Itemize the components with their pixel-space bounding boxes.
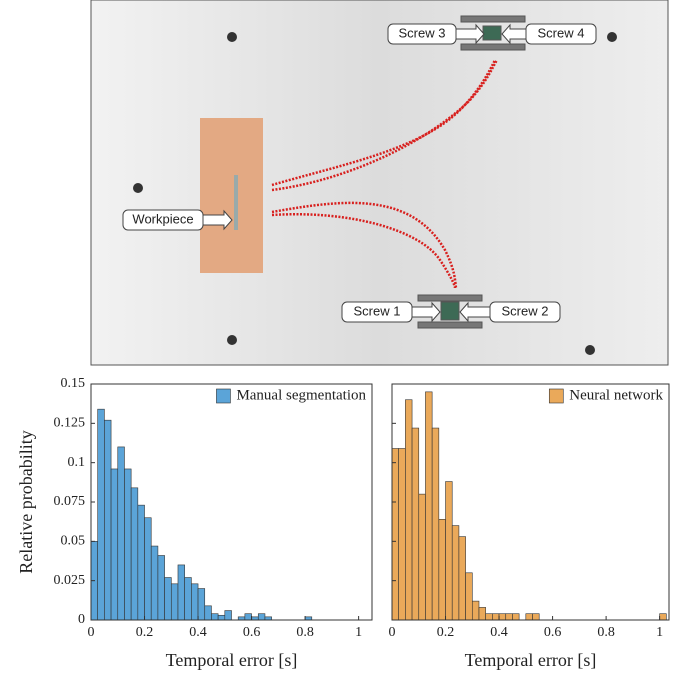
legend-label: Neural network (569, 387, 663, 403)
bar (392, 449, 399, 620)
bar (198, 589, 205, 620)
callout-label: Screw 2 (502, 303, 549, 318)
bar (425, 392, 432, 620)
bar (472, 601, 479, 620)
callout-label: Screw 4 (538, 25, 585, 40)
x-tick-label: 0.4 (189, 625, 207, 640)
bar (145, 518, 152, 620)
bar (98, 409, 105, 620)
workpiece (234, 175, 238, 230)
bar (165, 578, 172, 620)
workpiece-block (200, 118, 263, 273)
bar (399, 449, 406, 620)
bar (131, 488, 138, 620)
callout-label: Screw 1 (354, 303, 401, 318)
bar (512, 614, 519, 620)
x-axis-label: Temporal error [s] (465, 650, 597, 670)
bar (191, 584, 198, 620)
x-tick-label: 0.2 (437, 625, 455, 640)
bar (452, 526, 459, 620)
x-tick-label: 0.4 (490, 625, 508, 640)
bar (405, 400, 412, 620)
legend-swatch (216, 389, 230, 403)
bar (446, 482, 453, 620)
bar (211, 614, 218, 620)
bar (151, 546, 158, 620)
page: Screw 3Screw 4WorkpieceScrew 1Screw 2 00… (0, 0, 685, 673)
x-tick-label: 0.6 (243, 625, 261, 640)
callout-label: Workpiece (132, 211, 193, 226)
bar (660, 614, 667, 620)
bar (492, 614, 499, 620)
bar (124, 469, 131, 620)
bar (205, 606, 212, 620)
bar (459, 537, 466, 620)
bar (412, 428, 419, 620)
legend-label: Manual segmentation (236, 387, 366, 403)
bar (479, 607, 486, 620)
bar (432, 428, 439, 620)
bar (138, 505, 145, 620)
y-tick-label: 0.15 (61, 376, 86, 391)
bar (486, 614, 493, 620)
bar (218, 615, 225, 620)
scene: Screw 3 Screw 4 Workpiece Screw 1 Screw 2 (91, 0, 668, 365)
y-tick-label: 0.125 (54, 416, 86, 431)
bar (526, 614, 533, 620)
bar (185, 578, 192, 620)
y-axis-label: Relative probability (16, 430, 36, 573)
legend-swatch (549, 389, 563, 403)
bar (245, 614, 252, 620)
x-tick-label: 0.8 (597, 625, 615, 640)
y-tick-label: 0.1 (68, 455, 86, 470)
x-tick-label: 0 (88, 625, 95, 640)
bar (111, 469, 118, 620)
bar (499, 614, 506, 620)
bar (225, 611, 232, 620)
x-tick-label: 0.6 (544, 625, 562, 640)
bar (439, 519, 446, 620)
x-tick-label: 0.2 (136, 625, 154, 640)
bar (178, 565, 185, 620)
bar (118, 447, 125, 620)
x-tick-label: 1 (656, 625, 663, 640)
x-tick-label: 0 (389, 625, 396, 640)
y-tick-label: 0 (78, 612, 85, 627)
bar (533, 614, 540, 620)
x-tick-label: 1 (355, 625, 362, 640)
x-axis-label: Temporal error [s] (166, 650, 298, 670)
callout-label: Screw 3 (399, 25, 446, 40)
bar (506, 614, 513, 620)
bar (171, 584, 178, 620)
x-tick-label: 0.8 (296, 625, 314, 640)
y-tick-label: 0.025 (54, 573, 86, 588)
bar (466, 573, 473, 620)
bar (258, 614, 265, 620)
figure: Screw 3Screw 4WorkpieceScrew 1Screw 2 00… (0, 0, 685, 673)
bar (419, 494, 426, 620)
y-tick-label: 0.075 (54, 494, 86, 509)
bar (158, 555, 165, 620)
bar (104, 420, 111, 620)
y-tick-label: 0.05 (61, 534, 86, 549)
